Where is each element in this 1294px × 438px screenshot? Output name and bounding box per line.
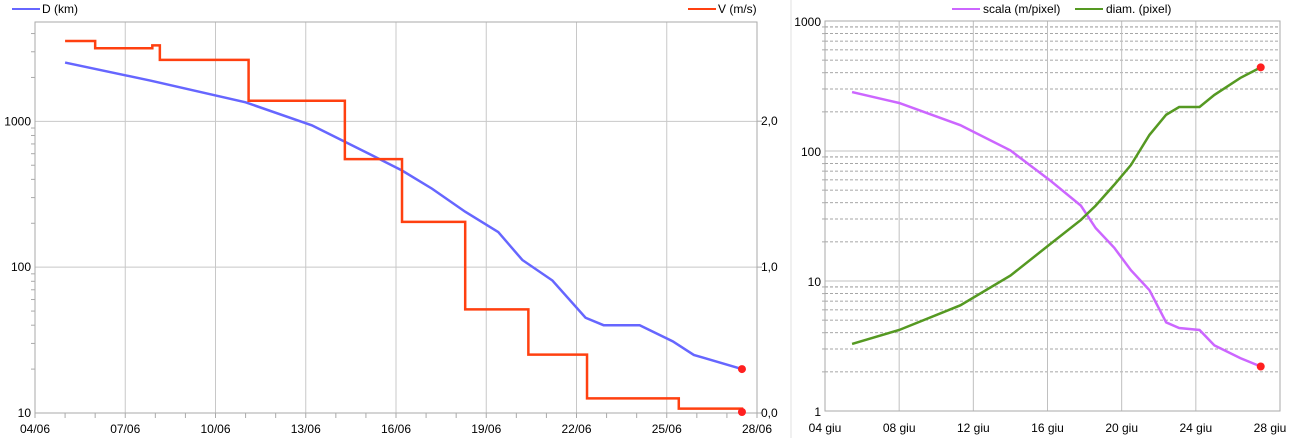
series-line-diameter: [851, 66, 1262, 346]
y-tick-label: 1: [814, 405, 821, 419]
series-end-point: [1256, 362, 1265, 371]
series-line-distance: [64, 61, 743, 371]
plot-area: [824, 20, 1281, 412]
legend-label: scala (m/pixel): [983, 2, 1060, 16]
x-tick-label: 12 giu: [957, 421, 990, 435]
y-right-tick-label: 1,0: [761, 260, 778, 274]
legend-label: V (m/s): [718, 2, 757, 16]
series-end-point: [737, 408, 746, 416]
y-tick-label: 1000: [794, 15, 821, 29]
chart-distance-velocity: 04/06 07/06 10/06 13/06 16/06 19/06 22/06 25/06…: [4, 2, 778, 436]
series-end-point: [737, 365, 746, 374]
x-tick-label: 16 giu: [1031, 421, 1064, 435]
x-tick-label: 04 giu: [809, 421, 842, 435]
y-tick-label: 10: [808, 275, 822, 289]
x-tick-label: 10/06: [200, 422, 230, 436]
x-tick-label: 07/06: [110, 422, 140, 436]
x-tick-label: 22/06: [561, 422, 591, 436]
legend-label: D (km): [42, 2, 78, 16]
x-tick-label: 24 giu: [1179, 421, 1212, 435]
x-tick-label: 25/06: [652, 422, 682, 436]
series-line-velocity: [65, 39, 744, 413]
series-end-point: [1256, 63, 1265, 72]
y-left-tick-label: 10: [18, 406, 32, 420]
y-left-tick-label: 1000: [4, 114, 31, 128]
x-tick-label: 13/06: [291, 422, 321, 436]
legend-label: diam. (pixel): [1106, 2, 1171, 16]
plot-area: [34, 21, 758, 414]
x-tick-label: 04/06: [20, 422, 50, 436]
y-left-tick-label: 100: [11, 260, 31, 274]
y-right-tick-label: 0,0: [761, 406, 778, 420]
x-tick-label: 08 giu: [883, 421, 916, 435]
x-tick-label: 28 giu: [1254, 421, 1287, 435]
chart-scale-diameter: 1 10 100 1000 04 giu 08 giu 12 giu 16 giu 20 giu…: [794, 2, 1286, 435]
x-tick-label: 28/06: [742, 422, 772, 436]
y-right-tick-label: 2,0: [761, 114, 778, 128]
x-tick-label: 16/06: [381, 422, 411, 436]
x-tick-label: 19/06: [471, 422, 501, 436]
y-tick-label: 100: [801, 145, 821, 159]
series-line-scale: [851, 90, 1262, 368]
x-tick-label: 20 giu: [1105, 421, 1138, 435]
